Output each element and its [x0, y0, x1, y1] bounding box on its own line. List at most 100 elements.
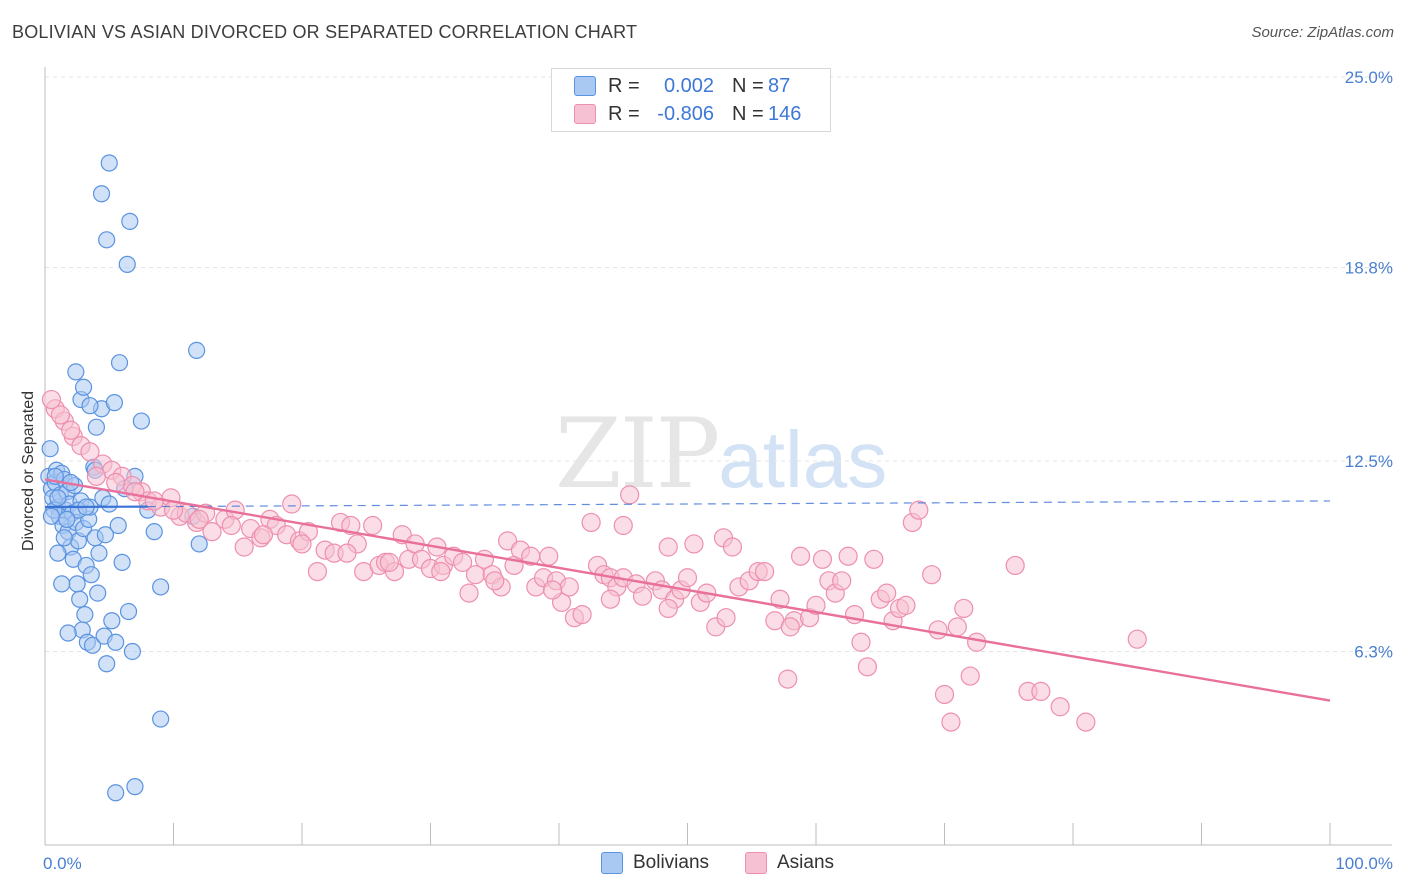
asian-point [600, 589, 621, 609]
asian-point [928, 620, 948, 640]
bolivian-point [145, 523, 163, 541]
asian-point [539, 546, 559, 566]
bolivian-point [105, 394, 123, 412]
bolivian-point [59, 624, 77, 642]
asians-trend-line [44, 478, 1331, 702]
bolivian-point [126, 778, 144, 796]
asian-point [838, 546, 858, 566]
bolivian-point [119, 602, 138, 621]
bolivian-point [100, 154, 118, 172]
bolivian-point [190, 535, 208, 553]
bolivian-point [41, 440, 59, 458]
bolivian-point [82, 566, 100, 584]
asians-n-value: 146 [768, 102, 802, 125]
asian-point [61, 420, 81, 440]
bolivian-point [58, 510, 76, 528]
bolivian-point [83, 636, 102, 654]
bolivians-r-label: R = [608, 74, 640, 97]
asian-point [485, 571, 505, 591]
bolivian-point [121, 212, 139, 230]
bolivian-point [42, 507, 61, 525]
bolivian-point [55, 529, 73, 547]
bolivian-point [98, 655, 116, 673]
legend-row-bolivians: R = 0.002 N = 87 [574, 73, 790, 99]
asian-point [967, 632, 987, 652]
bolivian-point [74, 378, 93, 396]
bolivian-point [113, 553, 131, 571]
bolivian-point [53, 575, 71, 593]
asian-point [922, 565, 942, 585]
asian-point [144, 491, 164, 511]
asian-point [581, 512, 601, 533]
asian-point [41, 389, 62, 410]
bolivian-point [76, 605, 94, 624]
asian-point [620, 485, 640, 505]
legend-item-asians[interactable]: Asians [745, 852, 834, 874]
legend-item-bolivians[interactable]: Bolivians [601, 852, 709, 874]
watermark-atlas: atlas [718, 415, 888, 504]
asian-point [253, 525, 274, 545]
asian-point [864, 549, 884, 569]
asian-point [857, 657, 878, 677]
bolivian-point [107, 633, 125, 651]
asian-point [559, 577, 579, 597]
legend-row-asians: R = -0.806 N = 146 [574, 101, 801, 127]
asian-point [379, 552, 399, 572]
bolivian-point [68, 575, 86, 593]
asian-point [780, 617, 800, 637]
asian-point [851, 632, 871, 652]
asian-point [459, 583, 479, 603]
series-legend: Bolivians Asians [0, 852, 1406, 876]
asian-point [896, 595, 916, 615]
source-label: Source: ZipAtlas.com [1251, 24, 1394, 41]
asian-point [431, 561, 451, 582]
x-tick-label: 100.0% [1335, 854, 1393, 873]
bolivian-point [118, 255, 136, 273]
asian-point [806, 595, 826, 615]
asian-point [234, 537, 254, 557]
asian-point [812, 549, 833, 569]
asian-point [722, 537, 743, 557]
asian-point [754, 561, 775, 582]
asian-point [1050, 697, 1070, 717]
asian-point [716, 608, 736, 628]
bolivian-point [100, 495, 118, 513]
bolivian-point [109, 516, 127, 535]
asian-point [1005, 555, 1025, 576]
y-tick-label: 25.0% [1345, 68, 1393, 87]
y-tick-label: 6.3% [1354, 642, 1393, 661]
bolivian-point [123, 642, 141, 661]
asian-point [341, 515, 361, 536]
asians-r-label: R = [608, 102, 640, 125]
asian-point [1127, 629, 1147, 649]
bolivian-point [81, 397, 99, 415]
bolivians-trend-line-dashed [147, 500, 1331, 508]
asian-point [86, 466, 107, 486]
bolivians-n-value: 87 [768, 74, 791, 97]
bolivian-point [152, 710, 170, 728]
asian-point [960, 666, 980, 686]
asian-point [363, 515, 383, 536]
asian-point [684, 534, 704, 554]
asian-point [658, 537, 678, 557]
asian-point [542, 580, 563, 600]
bolivian-point [107, 784, 125, 802]
bolivian-point [71, 590, 89, 608]
asians-legend-label: Asians [777, 852, 835, 873]
asians-swatch [574, 104, 596, 124]
bolivians-r-value: 0.002 [663, 74, 714, 97]
asian-point [632, 586, 653, 606]
asians-legend-swatch [745, 852, 767, 874]
asian-point [50, 405, 71, 425]
chart-title: BOLIVIAN VS ASIAN DIVORCED OR SEPARATED … [12, 22, 638, 42]
y-tick-label: 12.5% [1345, 452, 1393, 471]
asians-r-value: -0.806 [657, 102, 714, 125]
asian-point [80, 442, 100, 462]
asian-point [1076, 712, 1096, 732]
asian-point [189, 509, 209, 529]
asian-point [307, 561, 328, 582]
x-tick-label: 0.0% [43, 854, 82, 873]
asian-point [934, 684, 955, 705]
y-axis-label: Divorced or Separated [20, 391, 37, 551]
bolivian-point [67, 363, 85, 381]
